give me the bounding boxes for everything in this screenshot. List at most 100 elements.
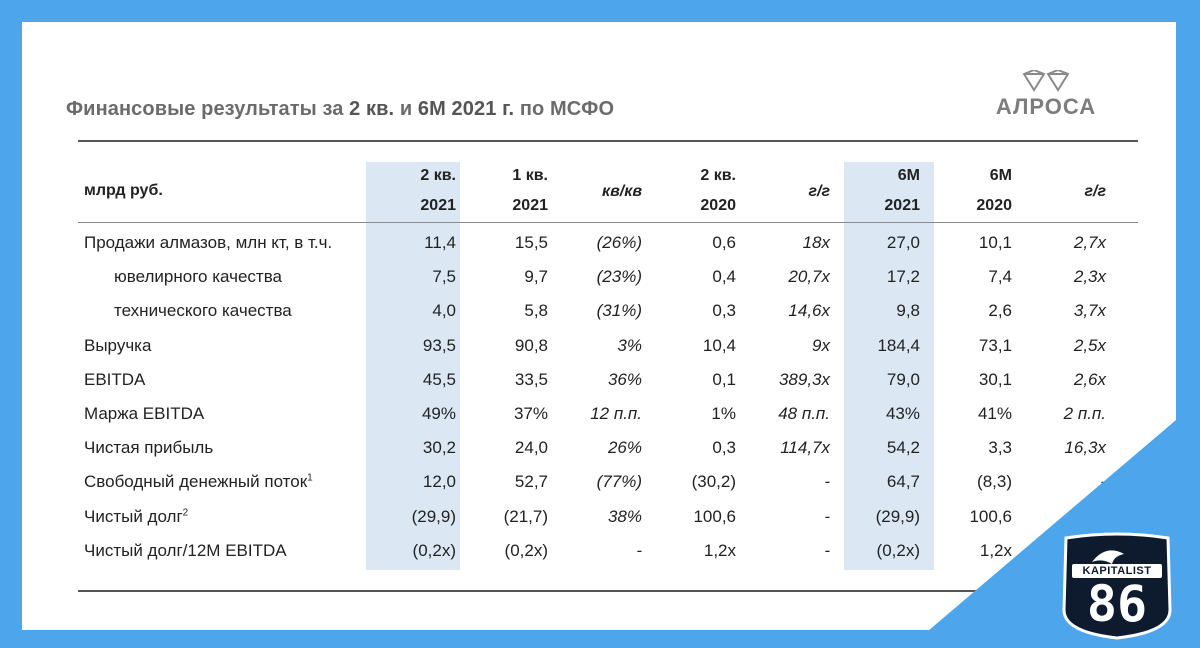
row-label: Чистый долг2 — [84, 500, 188, 534]
cell-yoy-q: 389,3x — [778, 369, 830, 389]
cell-q2-2021: 30,2 — [422, 438, 456, 458]
header-line2: 2021 — [420, 197, 456, 214]
row-label-text: Свободный денежный поток — [84, 472, 308, 492]
cell-yoy-6m: 2,5x — [1073, 335, 1106, 355]
header-line1: кв/кв — [602, 183, 642, 200]
table-row: EBITDA 45,5 33,5 36% 0,1 389,3x 79,0 30,1 2,6x — [22, 363, 1176, 397]
cell-q2-2020: 0,3 — [712, 438, 736, 458]
table-row: ювелирного качества 7,5 9,7 (23%) 0,4 20,7x 17… — [22, 260, 1176, 294]
cell-yoy-q: - — [824, 472, 830, 492]
row-label: Выручка — [84, 329, 151, 363]
cell-q1-2021: 37% — [513, 404, 548, 423]
header-line1: 2 кв. — [420, 167, 456, 184]
cell-6m-2021: 184,4 — [877, 335, 920, 355]
cell-6m-2020: 3,3 — [988, 438, 1012, 458]
header-qoq: кв/кв — [552, 178, 642, 206]
row-label-text: технического качества — [114, 301, 292, 321]
row-label: Чистая прибыль — [84, 431, 213, 465]
cell-yoy-q: 9x — [812, 335, 830, 355]
cell-q2-2021: (29,9) — [411, 506, 456, 526]
cell-q2-2020: 100,6 — [693, 506, 736, 526]
cell-yoy-6m: 2,3x — [1073, 267, 1106, 287]
cell-q2-2021: 93,5 — [422, 335, 456, 355]
header-q1-2021: 1 кв. 2021 — [458, 162, 548, 220]
header-separator — [78, 222, 1138, 223]
header-line1: г/г — [808, 183, 830, 200]
cell-yoy-6m: 3,7x — [1073, 301, 1106, 321]
header-line2: 2021 — [884, 197, 920, 214]
cell-6m-2020: 1,2x — [979, 540, 1012, 560]
cell-yoy-q: - — [824, 540, 830, 560]
cell-q2-2021: 4,0 — [432, 301, 456, 321]
cell-q1-2021: (21,7) — [503, 506, 548, 526]
table-row: технического качества 4,0 5,8 (31%) 0,3 14,6x… — [22, 294, 1176, 328]
cell-6m-2021: 64,7 — [886, 472, 920, 492]
cell-yoy-6m: - — [1100, 472, 1106, 492]
header-line1: 6М — [897, 167, 920, 184]
header-line2: 2020 — [700, 197, 736, 214]
cell-6m-2021: (29,9) — [875, 506, 920, 526]
row-label-text: Продажи алмазов, млн кт, в т.ч. — [84, 233, 333, 252]
header-yoy-6m: г/г — [1016, 178, 1106, 206]
cell-qoq: (31%) — [596, 301, 642, 321]
cell-q2-2020: 0,3 — [712, 301, 736, 321]
slide-card: Финансовые результаты за 2 кв. и 6М 2021… — [22, 22, 1176, 630]
cell-yoy-q: - — [824, 506, 830, 526]
slide-title: Финансовые результаты за 2 кв. и 6М 2021… — [66, 98, 614, 121]
cell-q2-2020: 1,2x — [703, 540, 736, 560]
header-line1: 2 кв. — [700, 167, 736, 184]
row-label-text: Выручка — [84, 335, 152, 355]
badge-label: KAPITALIST — [1082, 565, 1152, 577]
cell-q1-2021: 33,5 — [514, 369, 548, 389]
kapitalist-badge: KAPITALIST 86 — [1058, 532, 1176, 640]
cell-q1-2021: 9,7 — [524, 267, 548, 287]
cell-q2-2021: (0,2x) — [412, 540, 456, 560]
cell-yoy-6m: 2 п.п. — [1063, 404, 1106, 423]
row-label: Маржа EBITDA — [84, 397, 204, 431]
header-line1: 6М — [989, 167, 1012, 184]
row-label: EBITDA — [84, 363, 145, 397]
cell-q2-2020: 0,6 — [712, 233, 736, 252]
table-row: Свободный денежный поток1 12,0 52,7 (77%) (3… — [22, 465, 1176, 499]
header-q2-2021: 2 кв. 2021 — [366, 162, 456, 220]
cell-q1-2021: 24,0 — [514, 438, 548, 458]
cell-6m-2021: 27,0 — [886, 233, 920, 252]
cell-yoy-q: 20,7x — [788, 267, 830, 287]
cell-6m-2021: 43% — [885, 404, 920, 423]
title-text-3: по МСФО — [514, 98, 615, 120]
cell-yoy-q: 114,7x — [780, 438, 830, 458]
row-label-text: Чистый долг — [84, 506, 183, 526]
cell-q2-2020: 1% — [711, 404, 736, 423]
cell-6m-2020: 2,6 — [988, 301, 1012, 321]
table-row: Чистая прибыль 30,2 24,0 26% 0,3 114,7x 54,2 3,… — [22, 431, 1176, 465]
cell-q2-2021: 7,5 — [432, 267, 456, 287]
header-6m-2020: 6М 2020 — [922, 162, 1012, 220]
table-top-rule — [78, 140, 1138, 142]
cell-q2-2020: 0,1 — [712, 369, 736, 389]
header-yoy-q: г/г — [740, 178, 830, 206]
header-q2-2020: 2 кв. 2020 — [646, 162, 736, 220]
cell-q2-2021: 12,0 — [422, 472, 456, 492]
cell-6m-2021: (0,2x) — [876, 540, 920, 560]
cell-6m-2021: 17,2 — [886, 267, 920, 287]
cell-q2-2021: 11,4 — [424, 233, 456, 252]
cell-yoy-6m: 16,3x — [1064, 438, 1106, 458]
row-label-text: Чистый долг/12М EBITDA — [84, 540, 287, 560]
logo-text: АЛРОСА — [995, 94, 1097, 119]
row-label: технического качества — [114, 294, 292, 328]
table-row: Чистый долг2 (29,9) (21,7) 38% 100,6 - (29,9) 1… — [22, 500, 1176, 534]
title-text-2: и — [394, 98, 418, 120]
cell-q1-2021: 5,8 — [524, 301, 548, 321]
cell-q2-2020: (30,2) — [691, 472, 736, 492]
table-bottom-rule — [78, 590, 1138, 592]
cell-6m-2020: 10,1 — [978, 233, 1012, 252]
cell-6m-2020: 100,6 — [969, 506, 1012, 526]
title-bold-1: 2 кв. — [349, 98, 395, 120]
cell-q1-2021: 52,7 — [514, 472, 548, 492]
row-label-text: ювелирного качества — [114, 267, 282, 287]
cell-qoq: 26% — [607, 438, 642, 458]
row-label-text: Маржа EBITDA — [84, 404, 205, 423]
header-line1: г/г — [1084, 183, 1106, 200]
title-text-1: Финансовые результаты за — [66, 98, 350, 120]
header-line2: 2021 — [512, 197, 548, 214]
